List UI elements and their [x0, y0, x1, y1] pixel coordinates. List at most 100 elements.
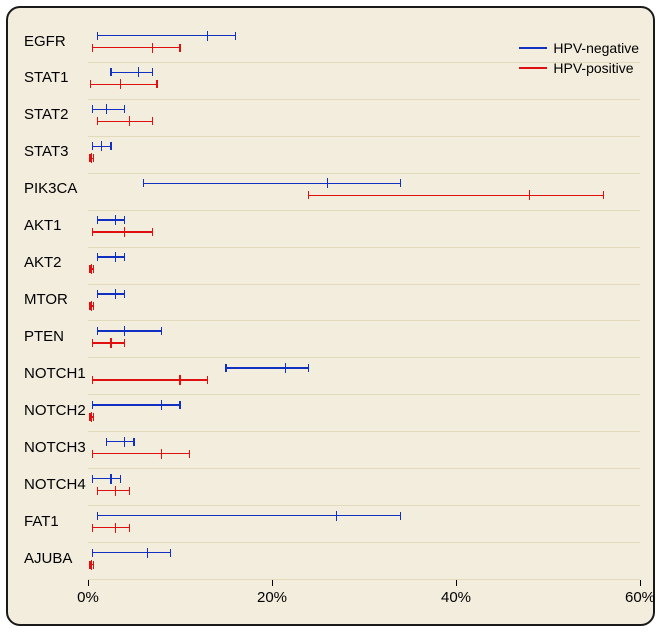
- error-cap: [97, 327, 98, 335]
- point-estimate-tick: [124, 437, 125, 447]
- error-cap: [92, 339, 93, 347]
- error-bar: [93, 478, 121, 479]
- error-bar: [143, 183, 401, 184]
- gridline: [88, 247, 640, 248]
- error-cap: [179, 44, 180, 52]
- point-estimate-tick: [285, 363, 286, 373]
- gridline: [88, 284, 640, 285]
- gridline: [88, 579, 640, 580]
- error-bar: [93, 552, 171, 553]
- error-cap: [92, 524, 93, 532]
- point-estimate-tick: [91, 560, 92, 570]
- point-estimate-tick: [120, 79, 121, 89]
- error-cap: [97, 117, 98, 125]
- error-bar: [93, 231, 153, 232]
- gene-label: FAT1: [24, 513, 84, 530]
- error-cap: [143, 179, 144, 187]
- gene-label: EGFR: [24, 33, 84, 50]
- error-cap: [225, 364, 226, 372]
- error-cap: [106, 438, 107, 446]
- gridline: [88, 357, 640, 358]
- gridline: [88, 210, 640, 211]
- point-estimate-tick: [152, 43, 153, 53]
- error-cap: [129, 487, 130, 495]
- legend: HPV-negative HPV-positive: [519, 38, 639, 78]
- x-tick: [640, 580, 641, 586]
- legend-line-icon: [519, 47, 547, 48]
- error-cap: [97, 216, 98, 224]
- gene-label: PIK3CA: [24, 180, 84, 197]
- error-cap: [603, 191, 604, 199]
- error-cap: [93, 302, 94, 310]
- gridline: [88, 136, 640, 137]
- point-estimate-tick: [115, 486, 116, 496]
- error-cap: [124, 290, 125, 298]
- error-cap: [97, 32, 98, 40]
- error-cap: [93, 413, 94, 421]
- gene-label: MTOR: [24, 291, 84, 308]
- gridline: [88, 542, 640, 543]
- error-cap: [97, 253, 98, 261]
- gridline: [88, 173, 640, 174]
- gene-label: STAT2: [24, 106, 84, 123]
- point-estimate-tick: [207, 31, 208, 41]
- error-cap: [170, 549, 171, 557]
- error-bar: [106, 441, 134, 442]
- error-bar: [97, 219, 125, 220]
- error-cap: [152, 228, 153, 236]
- x-tick: [456, 580, 457, 586]
- error-cap: [156, 80, 157, 88]
- gene-label: AKT1: [24, 217, 84, 234]
- error-cap: [124, 253, 125, 261]
- error-cap: [400, 179, 401, 187]
- gridline: [88, 505, 640, 506]
- error-bar: [309, 195, 603, 196]
- error-bar: [93, 453, 190, 454]
- point-estimate-tick: [161, 449, 162, 459]
- error-bar: [97, 515, 401, 516]
- error-bar: [93, 342, 125, 343]
- point-estimate-tick: [327, 178, 328, 188]
- error-bar: [93, 527, 130, 528]
- gridline: [88, 431, 640, 432]
- x-tick-label: 60%: [625, 589, 655, 606]
- error-bar: [97, 293, 125, 294]
- error-cap: [189, 450, 190, 458]
- error-bar: [97, 330, 161, 331]
- error-cap: [179, 401, 180, 409]
- error-cap: [93, 154, 94, 162]
- error-bar: [93, 404, 180, 405]
- error-cap: [161, 327, 162, 335]
- point-estimate-tick: [115, 252, 116, 262]
- legend-item: HPV-negative: [519, 38, 639, 58]
- error-cap: [97, 290, 98, 298]
- gridline: [88, 99, 640, 100]
- gene-label: STAT3: [24, 143, 84, 160]
- error-cap: [97, 487, 98, 495]
- error-cap: [120, 475, 121, 483]
- legend-label: HPV-negative: [553, 40, 639, 56]
- point-estimate-tick: [115, 523, 116, 533]
- x-tick: [272, 580, 273, 586]
- error-cap: [110, 142, 111, 150]
- point-estimate-tick: [101, 141, 102, 151]
- error-cap: [152, 117, 153, 125]
- error-cap: [400, 512, 401, 520]
- legend-label: HPV-positive: [553, 60, 633, 76]
- point-estimate-tick: [129, 116, 130, 126]
- error-cap: [92, 44, 93, 52]
- point-estimate-tick: [147, 548, 148, 558]
- plot-area: 0%20%40%60%EGFRSTAT1STAT2STAT3PIK3CAAKT1…: [88, 26, 640, 580]
- chart-panel: 0%20%40%60%EGFRSTAT1STAT2STAT3PIK3CAAKT1…: [6, 6, 655, 626]
- point-estimate-tick: [106, 104, 107, 114]
- gene-label: NOTCH2: [24, 402, 84, 419]
- error-cap: [92, 450, 93, 458]
- gene-label: AKT2: [24, 254, 84, 271]
- error-cap: [92, 475, 93, 483]
- gene-label: NOTCH3: [24, 439, 84, 456]
- gene-label: NOTCH4: [24, 476, 84, 493]
- point-estimate-tick: [138, 67, 139, 77]
- error-cap: [90, 80, 91, 88]
- error-cap: [308, 364, 309, 372]
- error-bar: [93, 109, 125, 110]
